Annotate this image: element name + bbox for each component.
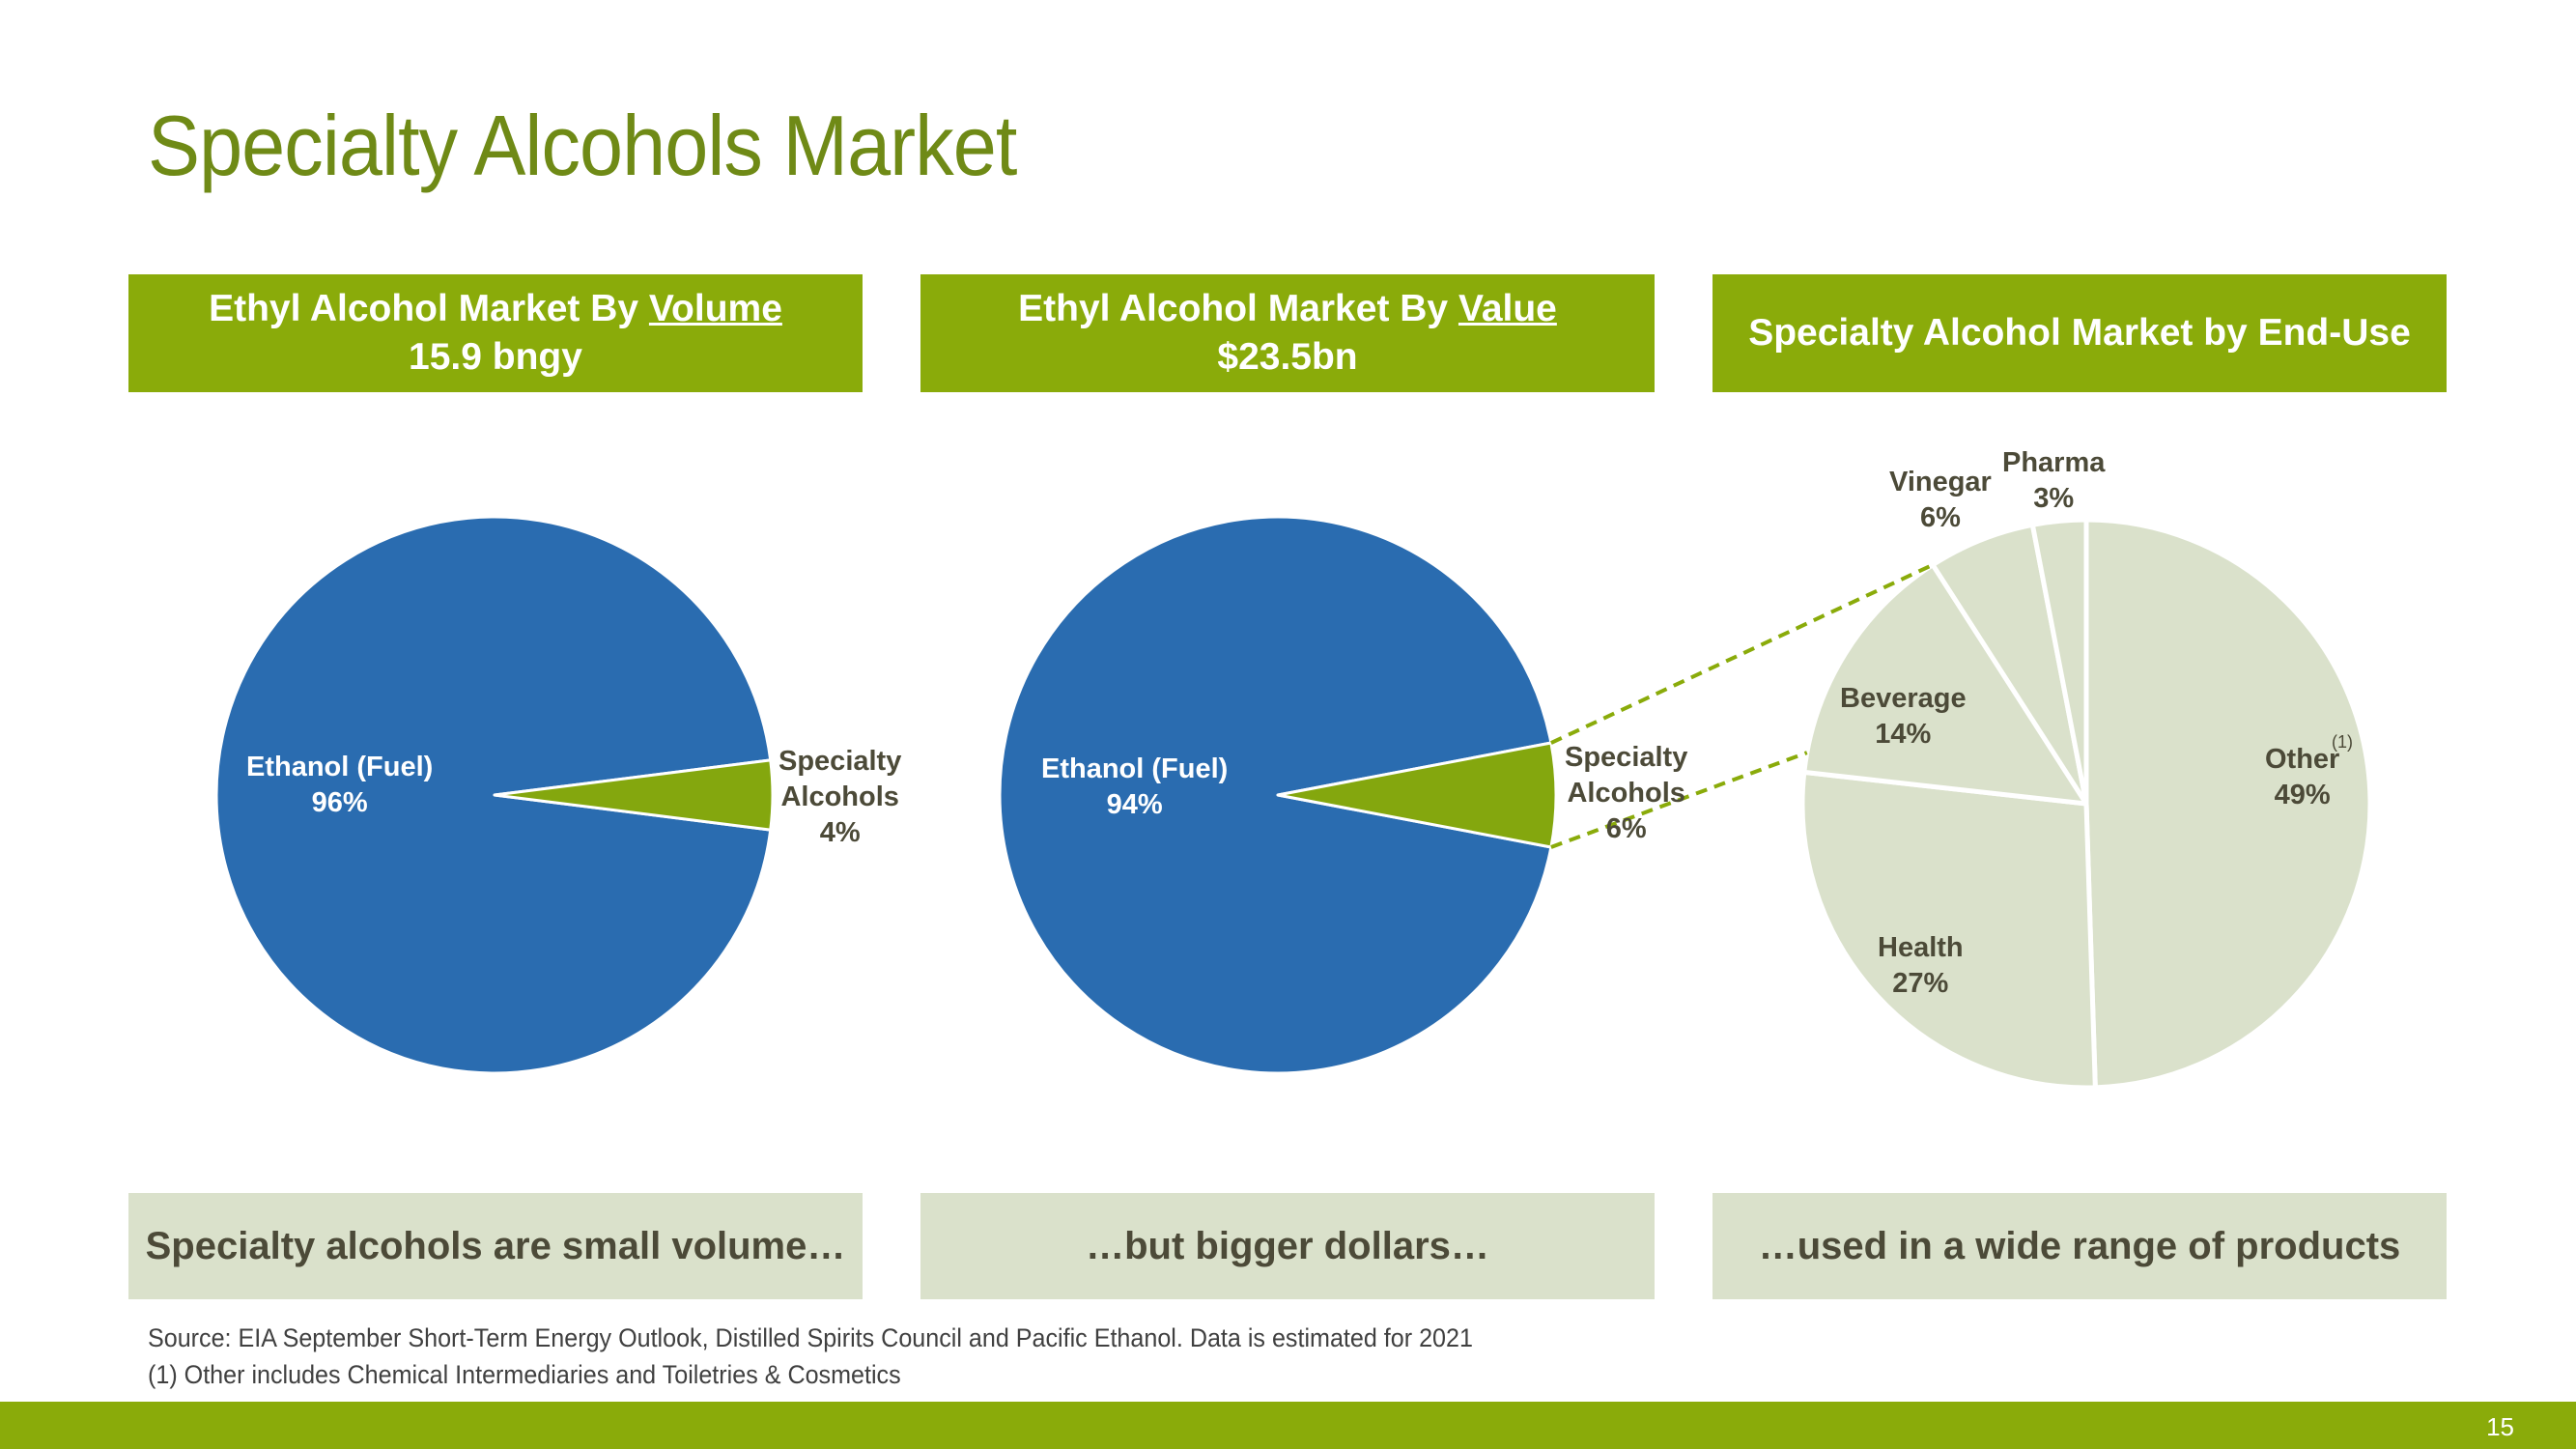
header-volume: Ethyl Alcohol Market By Volume 15.9 bngy [128, 274, 863, 392]
header-value-prefix: Ethyl Alcohol Market By [1018, 288, 1458, 329]
pie3-beverage-name: Beverage [1840, 683, 1967, 714]
pie3-pharma-pct: 3% [2033, 483, 2075, 514]
footer-bar [0, 1402, 2576, 1449]
takeaway-end-use: …used in a wide range of products [1713, 1193, 2447, 1299]
pie3-other-footnote: (1) [2332, 732, 2353, 752]
pie3-label-health: Health 27% [1878, 930, 1964, 1002]
pie2-specialty-pct: 6% [1605, 813, 1647, 844]
header-value-total: $23.5bn [1217, 336, 1358, 378]
takeaway-value: …but bigger dollars… [920, 1193, 1655, 1299]
pie3-slice-beverage [1801, 562, 2089, 807]
connector-line-bottom [1550, 751, 1808, 849]
pie1-specialty-pct: 4% [819, 817, 861, 848]
pie3-other-name: Other [2265, 744, 2340, 775]
pie2-label-ethanol: Ethanol (Fuel) 94% [1041, 752, 1228, 823]
takeaway-volume: Specialty alcohols are small volume… [128, 1193, 863, 1299]
pie3-vinegar-pct: 6% [1919, 502, 1961, 533]
footnote-other: (1) Other includes Chemical Intermediari… [148, 1360, 901, 1389]
pie2-specialty-line1: Specialty [1565, 742, 1688, 773]
pie1-slice-specialty [493, 758, 775, 832]
pie3-label-vinegar: Vinegar 6% [1889, 465, 1992, 536]
pie-charts [216, 515, 2373, 1091]
pie3-health-name: Health [1878, 932, 1964, 963]
pie3-label-beverage: Beverage 14% [1840, 681, 1967, 753]
pie3-vinegar-name: Vinegar [1889, 467, 1992, 497]
header-volume-underlined: Volume [648, 288, 782, 329]
header-end-use: Specialty Alcohol Market by End-Use [1713, 274, 2447, 392]
source-note: Source: EIA September Short-Term Energy … [148, 1323, 1473, 1352]
page-number: 15 [2486, 1412, 2514, 1441]
pie2-specialty-line2: Alcohols [1567, 778, 1685, 809]
pie1-specialty-line2: Alcohols [780, 781, 899, 812]
pie2-ethanol-pct: 94% [1106, 789, 1163, 820]
pie3-slice-pharma [2029, 517, 2089, 807]
pie2-ethanol-name: Ethanol (Fuel) [1041, 753, 1229, 784]
header-end-use-title: Specialty Alcohol Market by End-Use [1748, 312, 2411, 354]
pie1-label-specialty: Specialty Alcohols 4% [778, 744, 901, 851]
pie3-pharma-name: Pharma [2002, 447, 2106, 478]
pie3-health-pct: 27% [1892, 968, 1949, 999]
pie3-label-other: Other 49% [2265, 742, 2339, 813]
connector-line-top [1550, 562, 1934, 745]
pie3-other-pct: 49% [2274, 780, 2331, 810]
pie2-slice-ethanol [998, 515, 1553, 1075]
pie2-label-specialty: Specialty Alcohols 6% [1565, 740, 1687, 847]
pie1-ethanol-pct: 96% [311, 787, 368, 818]
pie3-label-pharma: Pharma 3% [2002, 445, 2105, 517]
pie1-ethanol-name: Ethanol (Fuel) [246, 752, 434, 782]
header-value-underlined: Value [1458, 288, 1557, 329]
header-volume-prefix: Ethyl Alcohol Market By [209, 288, 649, 329]
pie3-beverage-pct: 14% [1875, 719, 1932, 750]
pie3-slice-health [1799, 769, 2098, 1091]
pie1-label-ethanol: Ethanol (Fuel) 96% [246, 750, 433, 821]
pie1-specialty-line1: Specialty [778, 746, 902, 777]
header-volume-total: 15.9 bngy [409, 336, 582, 378]
header-value: Ethyl Alcohol Market By Value $23.5bn [920, 274, 1655, 392]
pie3-slice-other [2083, 517, 2373, 1091]
slide-title: Specialty Alcohols Market [148, 98, 1017, 193]
